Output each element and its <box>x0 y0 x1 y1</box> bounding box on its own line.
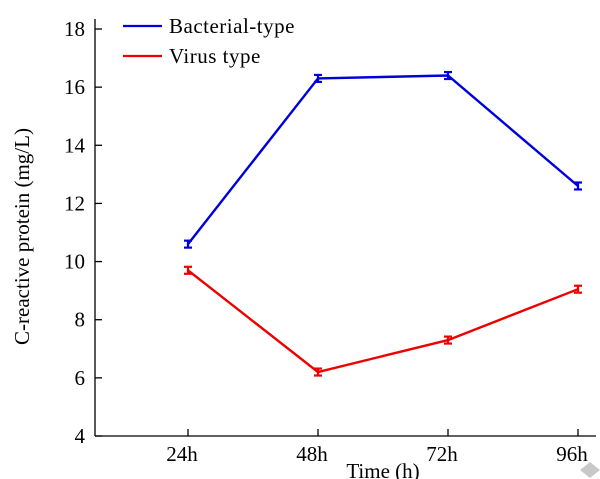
error-bar <box>574 284 582 294</box>
series-line <box>187 269 579 374</box>
x-tick-label: 48h <box>296 442 328 466</box>
data-point <box>316 370 320 374</box>
error-bar <box>314 367 322 377</box>
legend-item: Bacterial-type <box>123 14 295 38</box>
y-tick-label: 16 <box>64 75 85 99</box>
data-point <box>446 338 450 342</box>
y-tick-label: 12 <box>64 191 85 215</box>
series-1 <box>184 70 582 249</box>
series-2 <box>184 265 582 377</box>
legend-label: Virus type <box>169 44 261 68</box>
data-point <box>186 242 190 246</box>
error-bar <box>444 70 452 81</box>
legend: Bacterial-type Virus type <box>123 14 295 68</box>
y-ticks: 4 6 8 10 12 14 16 18 <box>64 17 102 448</box>
legend-item: Virus type <box>123 44 261 68</box>
data-point <box>576 287 580 291</box>
y-axis-title: C-reactive protein (mg/L) <box>10 128 34 345</box>
x-axis-title: Time (h) <box>346 459 419 479</box>
y-axis: 4 6 8 10 12 14 16 18 <box>64 17 102 448</box>
error-bar <box>184 265 192 275</box>
data-point <box>446 74 450 77</box>
y-tick-label: 8 <box>75 308 86 332</box>
series-layer <box>184 70 582 377</box>
x-tick-label: 72h <box>426 442 458 466</box>
series-line <box>187 74 579 245</box>
legend-label: Bacterial-type <box>169 14 295 38</box>
y-tick-label: 10 <box>64 250 85 274</box>
x-axis: 24h 48h 72h 96h <box>95 429 596 466</box>
error-bar <box>314 73 322 84</box>
error-bar <box>444 335 452 345</box>
data-point <box>186 269 190 272</box>
x-tick-label: 24h <box>166 442 198 466</box>
y-tick-label: 14 <box>64 133 86 157</box>
error-bar <box>574 181 582 191</box>
y-tick-label: 4 <box>75 424 86 448</box>
error-bar <box>184 239 192 249</box>
corner-mark-icon <box>580 462 600 478</box>
data-point <box>316 77 320 80</box>
y-tick-label: 18 <box>64 17 85 41</box>
x-ticks: 24h 48h 72h 96h <box>166 429 588 466</box>
data-point <box>576 184 580 188</box>
y-tick-label: 6 <box>75 366 86 390</box>
x-tick-label: 96h <box>556 442 588 466</box>
